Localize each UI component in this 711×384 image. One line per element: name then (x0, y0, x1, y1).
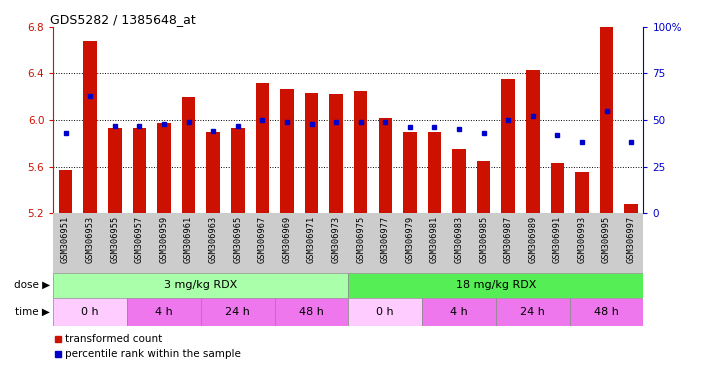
Bar (274, 298, 348, 326)
Bar (201, 298, 274, 326)
Bar (108, 128, 122, 213)
Text: 3 mg/kg RDX: 3 mg/kg RDX (164, 280, 237, 290)
Bar (157, 124, 171, 213)
Text: 18 mg/kg RDX: 18 mg/kg RDX (456, 280, 536, 290)
Text: 4 h: 4 h (155, 307, 173, 317)
Text: GSM306995: GSM306995 (602, 216, 611, 263)
Bar (501, 79, 515, 213)
Text: GSM306971: GSM306971 (307, 216, 316, 263)
Text: GDS5282 / 1385648_at: GDS5282 / 1385648_at (50, 13, 196, 26)
Text: GSM306997: GSM306997 (626, 216, 636, 263)
Text: GSM306981: GSM306981 (430, 216, 439, 263)
Text: GSM306955: GSM306955 (110, 216, 119, 263)
Text: GSM306983: GSM306983 (454, 216, 464, 263)
Bar (53, 298, 127, 326)
Bar (570, 298, 643, 326)
Bar (575, 172, 589, 213)
Bar (329, 94, 343, 213)
Text: GSM306989: GSM306989 (528, 216, 538, 263)
Bar (348, 298, 422, 326)
Text: GSM306951: GSM306951 (61, 216, 70, 263)
Bar (624, 204, 638, 213)
Text: 0 h: 0 h (376, 307, 394, 317)
Bar (354, 91, 368, 213)
Bar (255, 83, 269, 213)
Text: GSM306963: GSM306963 (208, 216, 218, 263)
Text: GSM306975: GSM306975 (356, 216, 365, 263)
Bar (600, 27, 614, 213)
Text: dose ▶: dose ▶ (14, 280, 50, 290)
Bar (550, 163, 564, 213)
Text: GSM306985: GSM306985 (479, 216, 488, 263)
Text: 4 h: 4 h (450, 307, 468, 317)
Bar (477, 161, 491, 213)
Bar (526, 70, 540, 213)
Text: GSM306991: GSM306991 (553, 216, 562, 263)
Bar (182, 97, 196, 213)
Text: GSM306953: GSM306953 (86, 216, 95, 263)
Text: transformed count: transformed count (65, 334, 162, 344)
Bar (59, 170, 73, 213)
Text: GSM306969: GSM306969 (282, 216, 292, 263)
Bar (378, 118, 392, 213)
Bar (348, 273, 643, 298)
Text: GSM306979: GSM306979 (405, 216, 415, 263)
Text: GSM306977: GSM306977 (381, 216, 390, 263)
Text: time ▶: time ▶ (15, 307, 50, 317)
Text: percentile rank within the sample: percentile rank within the sample (65, 349, 241, 359)
Text: 24 h: 24 h (520, 307, 545, 317)
Bar (127, 298, 201, 326)
Bar (422, 298, 496, 326)
Text: 0 h: 0 h (81, 307, 99, 317)
Text: GSM306993: GSM306993 (577, 216, 587, 263)
Text: GSM306959: GSM306959 (159, 216, 169, 263)
Bar (206, 132, 220, 213)
Bar (83, 41, 97, 213)
Bar (403, 132, 417, 213)
Text: GSM306965: GSM306965 (233, 216, 242, 263)
Bar (496, 298, 570, 326)
Text: GSM306957: GSM306957 (135, 216, 144, 263)
Bar (452, 149, 466, 213)
Text: 48 h: 48 h (594, 307, 619, 317)
Bar (133, 128, 146, 213)
Bar (428, 132, 442, 213)
Bar (53, 273, 348, 298)
Text: GSM306961: GSM306961 (184, 216, 193, 263)
Bar (305, 93, 319, 213)
Text: 48 h: 48 h (299, 307, 324, 317)
Text: GSM306973: GSM306973 (331, 216, 341, 263)
Text: GSM306987: GSM306987 (503, 216, 513, 263)
Bar (280, 89, 294, 213)
Text: GSM306967: GSM306967 (258, 216, 267, 263)
Bar (231, 128, 245, 213)
Text: 24 h: 24 h (225, 307, 250, 317)
